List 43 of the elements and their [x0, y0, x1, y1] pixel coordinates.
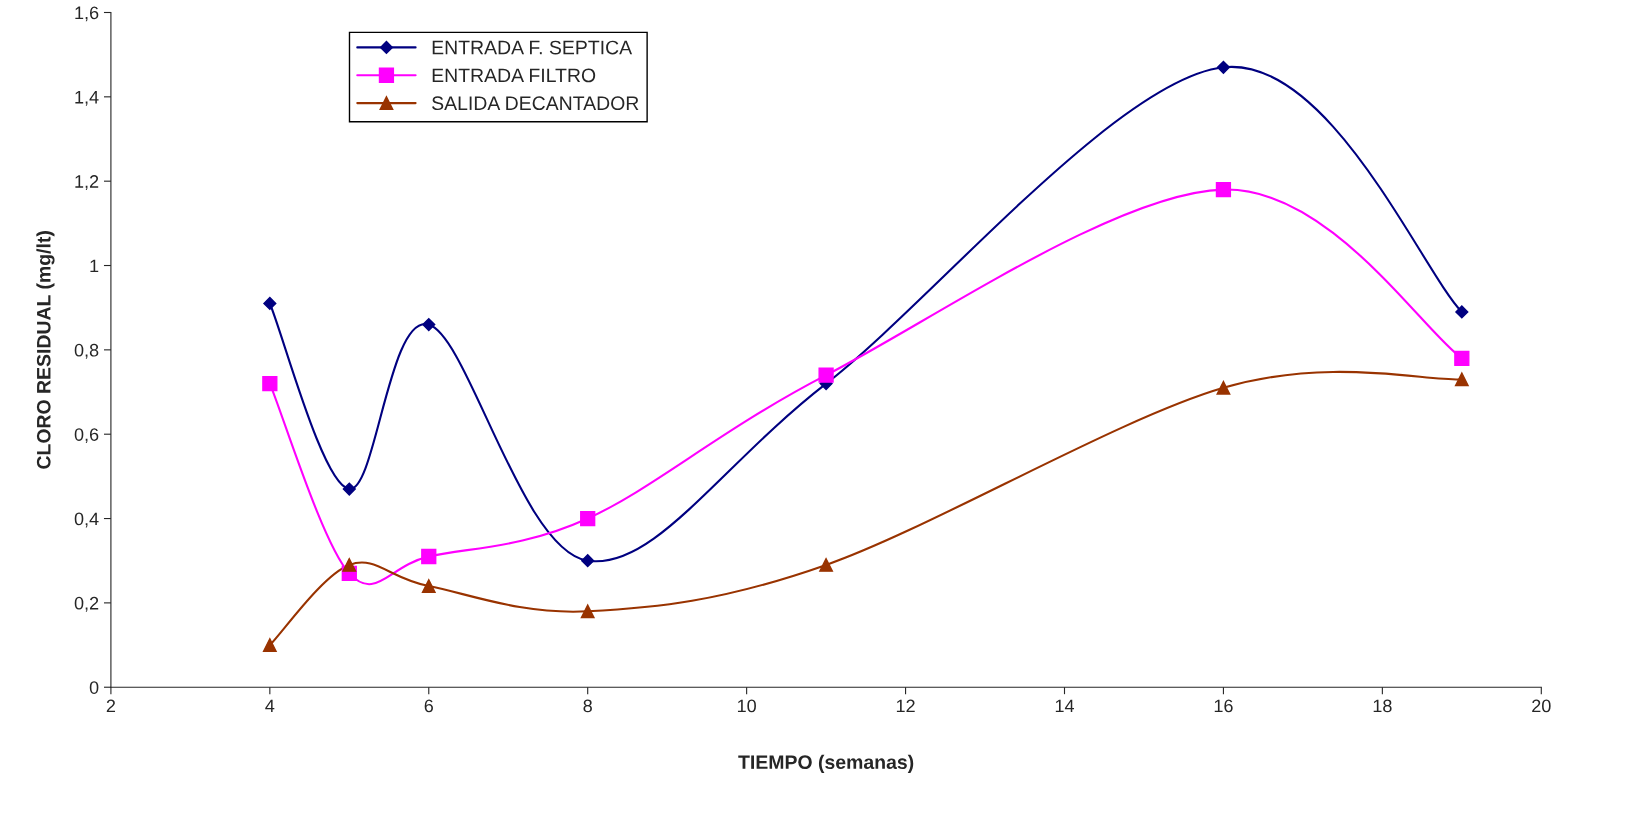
legend-label: ENTRADA F. SEPTICA — [432, 40, 633, 55]
point — [262, 375, 278, 392]
point — [1455, 305, 1469, 319]
x-tick-label: 4 — [265, 699, 275, 713]
legend-label: ENTRADA FILTRO — [432, 68, 596, 83]
y-tick-label: 0,4 — [74, 512, 99, 528]
point — [342, 557, 357, 572]
x-tick-label: 2 — [106, 699, 116, 713]
y-tick-label: 0,8 — [74, 343, 99, 359]
y-tick-label: 1,4 — [75, 90, 99, 106]
y-tick-label: 1,2 — [75, 175, 99, 191]
point — [421, 579, 436, 593]
point — [1215, 181, 1232, 198]
point — [342, 482, 356, 496]
point — [580, 604, 595, 619]
x-tick-label: 14 — [1055, 699, 1075, 713]
x-tick-label: 18 — [1373, 699, 1392, 713]
y-tick-label: 0 — [89, 681, 99, 694]
point — [263, 296, 277, 311]
x-tick-label: 6 — [424, 699, 433, 713]
y-axis-title: CLORO RESIDUAL (mg/lt) — [36, 231, 55, 469]
point — [1454, 372, 1469, 387]
point — [421, 548, 437, 565]
point — [818, 367, 834, 383]
point — [1216, 380, 1231, 395]
x-axis-title: TIEMPO (semanas) — [738, 754, 914, 773]
y-tick-label: 1,6 — [75, 6, 99, 22]
point — [581, 554, 595, 568]
point — [1216, 60, 1231, 74]
y-tick-label: 1 — [90, 259, 99, 273]
point — [819, 557, 834, 572]
point — [422, 317, 436, 332]
y-tick-label: 0,6 — [74, 428, 99, 444]
point — [580, 510, 596, 527]
point — [262, 638, 277, 652]
x-tick-label: 10 — [737, 699, 756, 713]
x-tick-label: 8 — [583, 699, 592, 713]
y-tick-label: 0,2 — [74, 596, 99, 612]
legend-label: SALIDA DECANTADOR — [432, 96, 639, 111]
x-tick-label: 16 — [1214, 699, 1233, 713]
x-tick-label: 12 — [896, 699, 915, 713]
point — [1454, 350, 1470, 366]
x-tick-label: 20 — [1532, 699, 1551, 713]
